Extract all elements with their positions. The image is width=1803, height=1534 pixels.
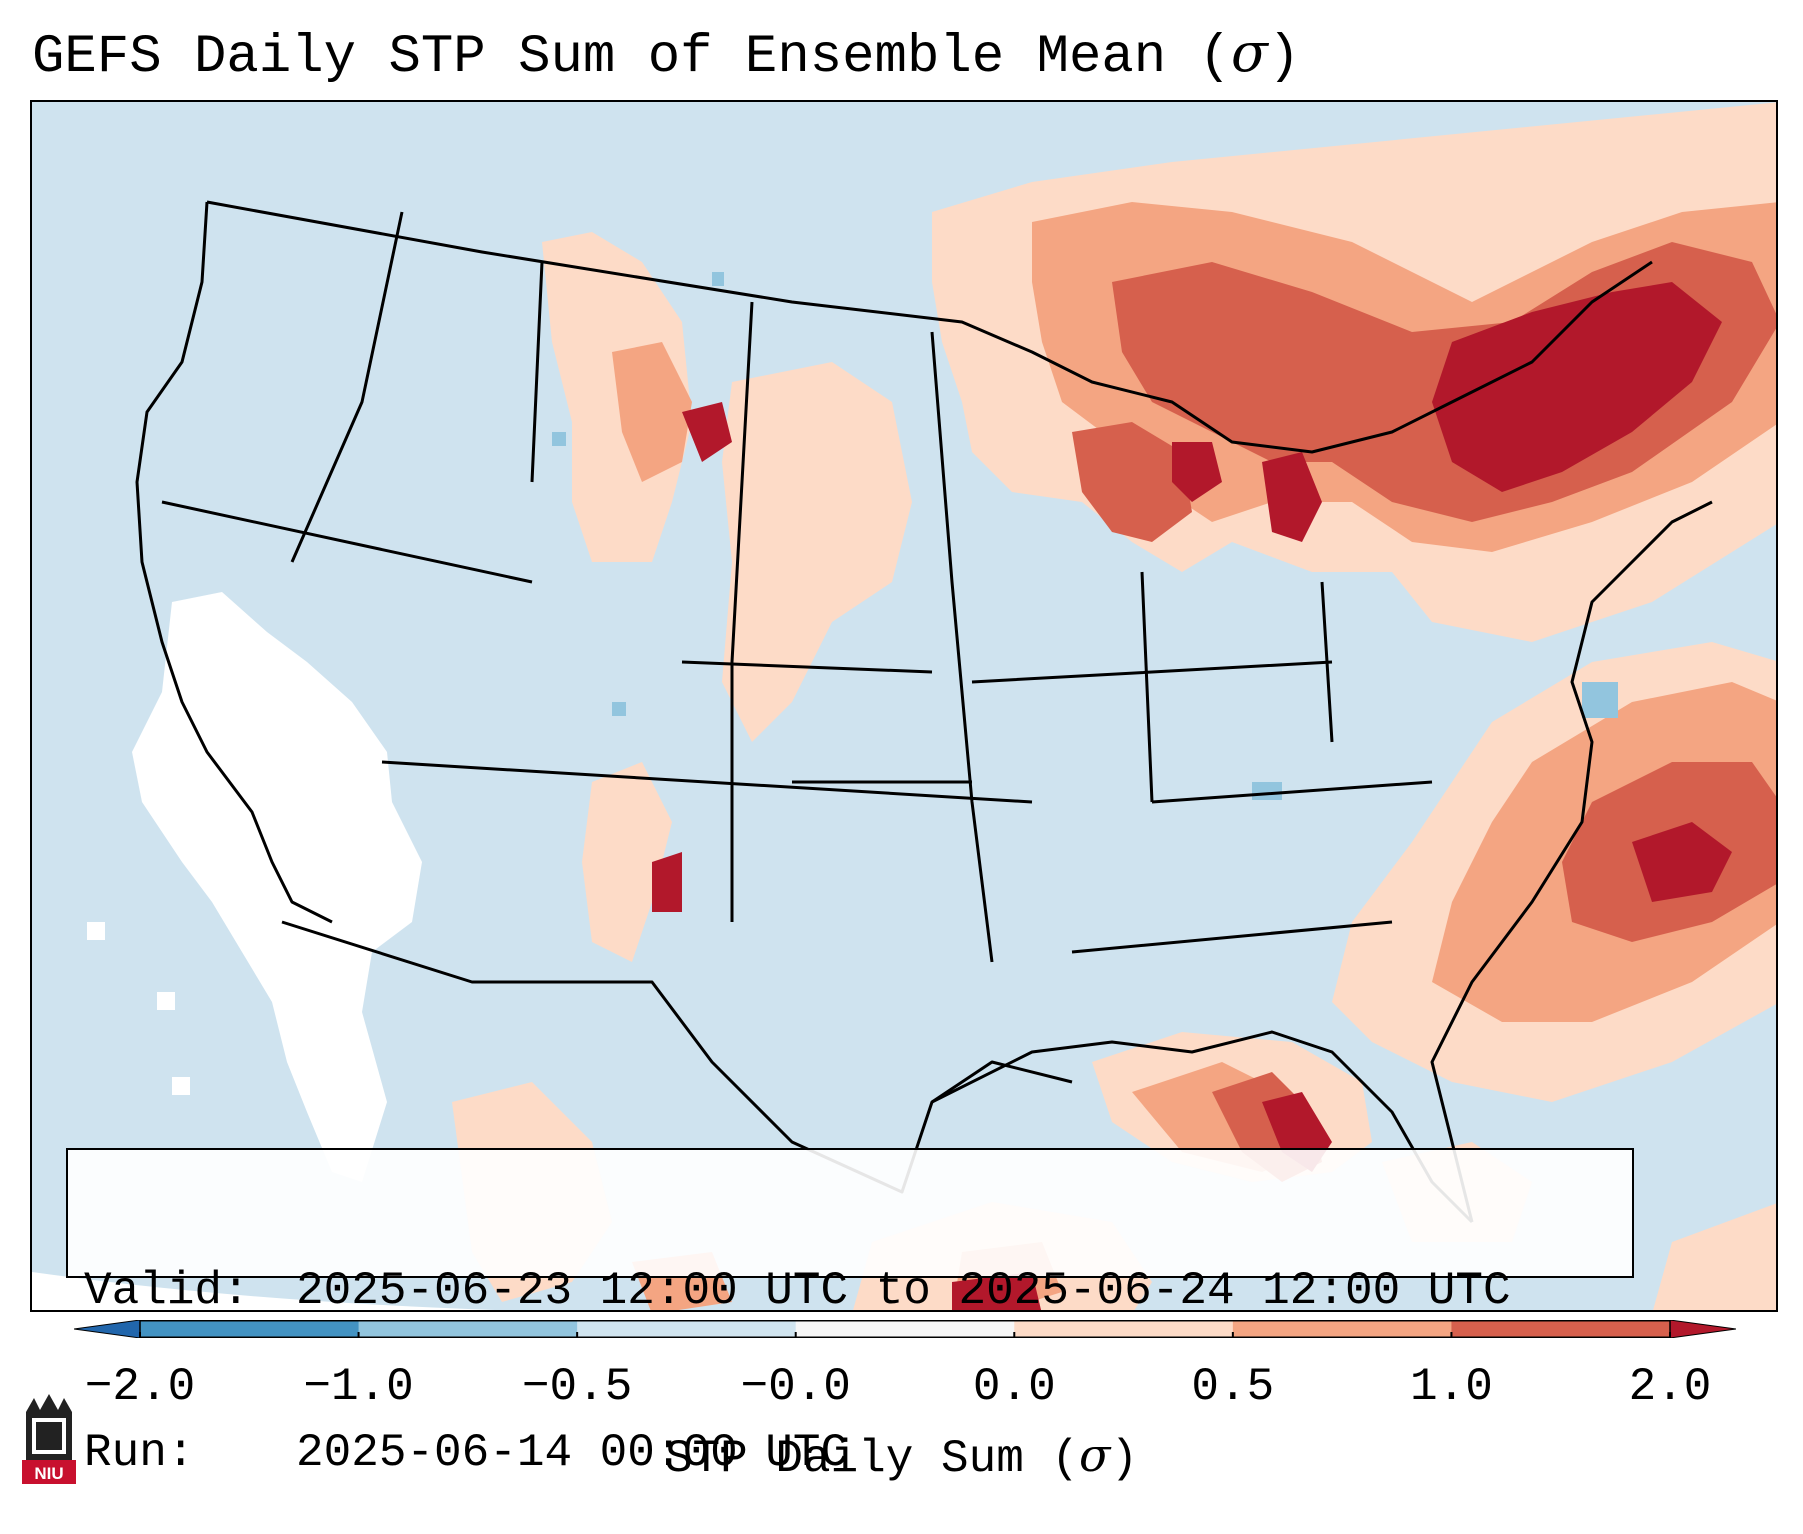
colorbar-tick-label: 2.0 <box>1628 1361 1712 1413</box>
boundaries <box>135 200 1713 1224</box>
us-canada-border <box>206 200 1653 454</box>
colorbar-tick-label: 1.0 <box>1410 1361 1493 1413</box>
valid-value: 2025-06-23 12:00 UTC to 2025-06-24 12:00… <box>296 1265 1511 1317</box>
run-value: 2025-06-14 00:00 UTC <box>296 1427 849 1479</box>
east-coast <box>1430 500 1713 1223</box>
colorbar-tick-label: 0.5 <box>1191 1361 1275 1413</box>
colorbar-tick-label: −0.0 <box>740 1361 851 1413</box>
colorbar-segment <box>358 1320 578 1338</box>
us-mexico-border <box>281 920 1073 1194</box>
colorbar-segment <box>1451 1320 1671 1338</box>
colorbar-over-extension <box>1669 1320 1736 1338</box>
valid-label: Valid: <box>84 1265 250 1317</box>
niu-logo: NIU <box>22 1394 76 1484</box>
colorbar-frame <box>139 1320 1671 1338</box>
negative-anomaly-dots <box>552 272 1618 800</box>
strong-positive-areas <box>652 282 1732 1310</box>
colorbar-tick-label: 0.0 <box>972 1361 1056 1413</box>
colorbar-under-extension <box>74 1320 141 1338</box>
stp-map <box>32 102 1776 1310</box>
valid-row: Valid: 2025-06-23 12:00 UTC to 2025-06-24… <box>84 1264 1632 1318</box>
chart-title: GEFS Daily STP Sum of Ensemble Mean (σ) <box>32 21 1301 89</box>
map-panel <box>30 100 1778 1312</box>
run-row: Run: 2025-06-14 00:00 UTC <box>84 1426 1632 1480</box>
colorbar-tick-label: −0.5 <box>521 1361 633 1413</box>
validity-info-box: Valid: 2025-06-23 12:00 UTC to 2025-06-24… <box>66 1148 1634 1479</box>
colorbar-tick-label: −2.0 <box>84 1361 196 1413</box>
colorbar-segment <box>1232 1320 1452 1338</box>
logo-text: NIU <box>34 1464 63 1483</box>
state-lines-horizontal <box>161 500 1433 954</box>
colorbar-label: STP Daily Sum (σ) <box>664 1428 1139 1485</box>
colorbar <box>74 1320 1736 1338</box>
run-label: Run: <box>84 1427 195 1479</box>
us-coastline-west <box>135 201 333 924</box>
domain-edge <box>32 1272 496 1310</box>
colorbar-segment <box>795 1320 1015 1338</box>
state-lines-vertical <box>290 211 1334 963</box>
colorbar-tick-label: −1.0 <box>303 1361 414 1413</box>
colorbar-segment <box>1014 1320 1234 1338</box>
colorbar-segment <box>140 1320 360 1338</box>
colorbar-segment <box>577 1320 797 1338</box>
white-anomaly-areas <box>87 592 422 1182</box>
